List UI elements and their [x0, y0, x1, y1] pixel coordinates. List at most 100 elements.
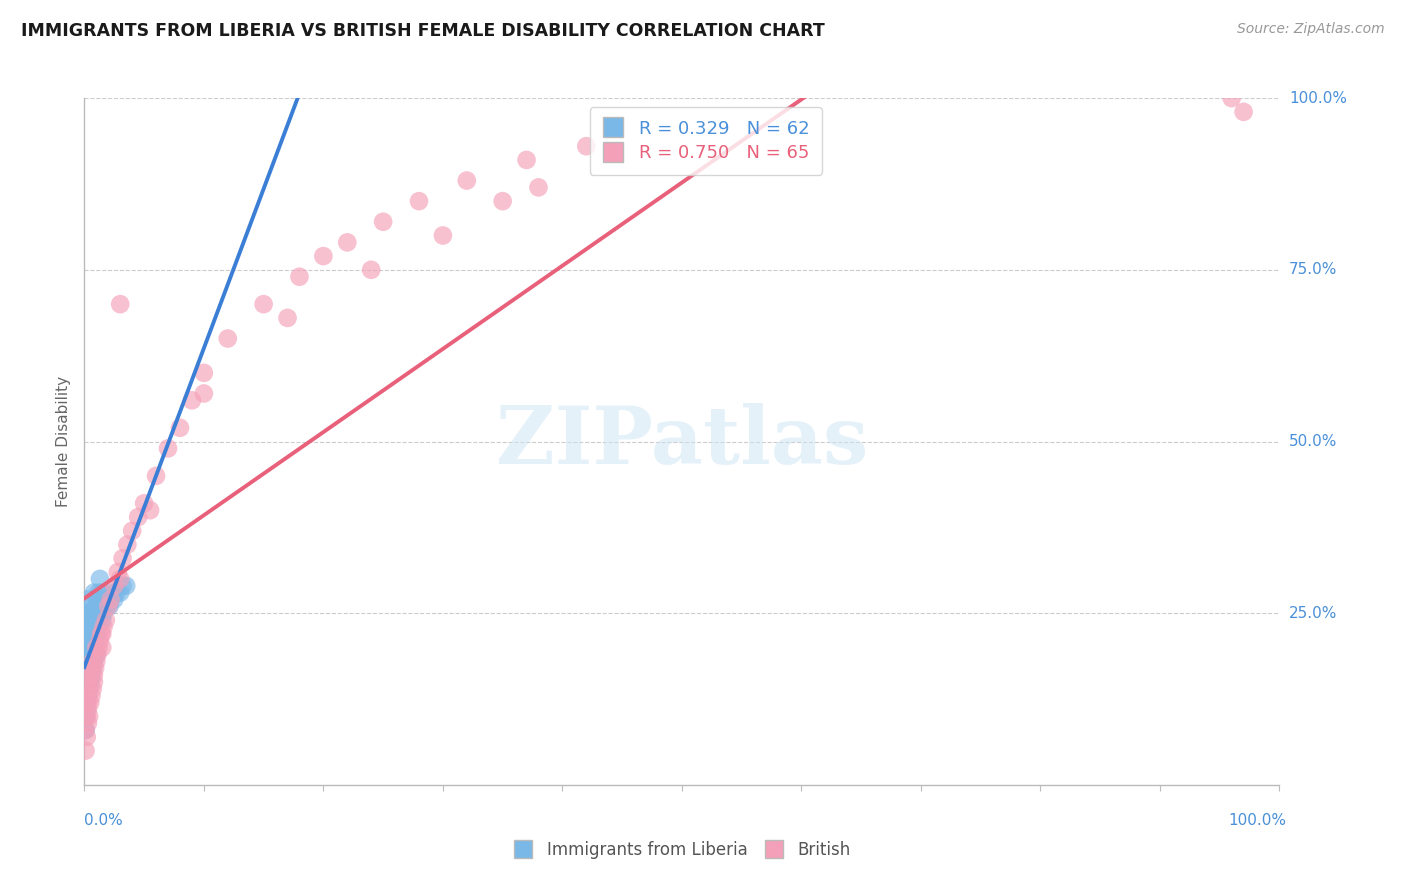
- Point: [360, 263, 382, 277]
- Point: [89, 607, 111, 621]
- Text: 50.0%: 50.0%: [1289, 434, 1337, 449]
- Point: [91, 627, 114, 641]
- Point: [103, 579, 125, 593]
- Point: [94, 592, 117, 607]
- Point: [83, 675, 105, 690]
- Point: [103, 592, 125, 607]
- Point: [77, 716, 100, 731]
- Text: 0.0%: 0.0%: [84, 814, 124, 828]
- Point: [77, 675, 100, 690]
- Point: [93, 620, 115, 634]
- Point: [84, 599, 107, 614]
- Point: [77, 702, 100, 716]
- Point: [91, 585, 114, 599]
- Point: [180, 393, 202, 408]
- Point: [75, 709, 97, 723]
- Point: [77, 681, 100, 696]
- Point: [101, 585, 124, 599]
- Point: [83, 585, 105, 599]
- Point: [169, 421, 191, 435]
- Point: [97, 599, 120, 614]
- Point: [77, 709, 100, 723]
- Point: [86, 648, 108, 662]
- Text: IMMIGRANTS FROM LIBERIA VS BRITISH FEMALE DISABILITY CORRELATION CHART: IMMIGRANTS FROM LIBERIA VS BRITISH FEMAL…: [21, 22, 825, 40]
- Point: [76, 607, 98, 621]
- Point: [75, 744, 97, 758]
- Point: [82, 661, 104, 675]
- Point: [117, 537, 139, 551]
- Text: 75.0%: 75.0%: [1289, 262, 1337, 277]
- Point: [79, 668, 101, 682]
- Point: [90, 627, 112, 641]
- Point: [79, 661, 101, 675]
- Point: [77, 592, 100, 607]
- Point: [84, 640, 107, 655]
- Point: [84, 627, 107, 641]
- Point: [75, 723, 97, 737]
- Point: [75, 689, 97, 703]
- Point: [193, 386, 215, 401]
- Point: [456, 173, 478, 187]
- Legend: Immigrants from Liberia, British: Immigrants from Liberia, British: [506, 835, 858, 866]
- Point: [97, 592, 120, 607]
- Point: [100, 592, 122, 607]
- Point: [80, 627, 103, 641]
- Point: [77, 668, 100, 682]
- Point: [82, 648, 104, 662]
- Point: [80, 654, 103, 668]
- Point: [432, 228, 454, 243]
- Point: [84, 633, 107, 648]
- Point: [82, 620, 104, 634]
- Point: [253, 297, 276, 311]
- Point: [336, 235, 359, 250]
- Point: [90, 599, 112, 614]
- Point: [83, 654, 105, 668]
- Point: [77, 640, 100, 655]
- Y-axis label: Female Disability: Female Disability: [56, 376, 72, 508]
- Point: [121, 524, 143, 538]
- Point: [276, 310, 298, 325]
- Point: [492, 194, 515, 209]
- Point: [79, 607, 101, 621]
- Point: [91, 613, 114, 627]
- Point: [84, 607, 107, 621]
- Point: [87, 585, 110, 599]
- Point: [86, 620, 108, 634]
- Point: [105, 585, 128, 599]
- Point: [77, 696, 100, 710]
- Point: [157, 442, 180, 456]
- Point: [76, 730, 98, 744]
- Text: 25.0%: 25.0%: [1289, 606, 1337, 621]
- Point: [127, 510, 149, 524]
- Text: Source: ZipAtlas.com: Source: ZipAtlas.com: [1237, 22, 1385, 37]
- Point: [89, 572, 111, 586]
- Point: [83, 640, 105, 655]
- Point: [82, 654, 104, 668]
- Point: [76, 681, 98, 696]
- Point: [82, 681, 104, 696]
- Point: [79, 633, 101, 648]
- Point: [83, 668, 105, 682]
- Point: [100, 592, 122, 607]
- Point: [110, 572, 132, 586]
- Point: [312, 249, 335, 263]
- Point: [93, 607, 115, 621]
- Point: [75, 723, 97, 737]
- Point: [80, 689, 103, 703]
- Point: [76, 709, 98, 723]
- Point: [76, 627, 98, 641]
- Point: [77, 675, 100, 690]
- Point: [83, 613, 105, 627]
- Point: [575, 139, 598, 153]
- Point: [193, 366, 215, 380]
- Point: [75, 640, 97, 655]
- Text: 100.0%: 100.0%: [1289, 91, 1347, 105]
- Point: [76, 654, 98, 668]
- Point: [80, 661, 103, 675]
- Point: [110, 297, 132, 311]
- Point: [1220, 91, 1243, 105]
- Point: [96, 599, 118, 614]
- Point: [76, 689, 98, 703]
- Point: [76, 702, 98, 716]
- Point: [111, 551, 134, 566]
